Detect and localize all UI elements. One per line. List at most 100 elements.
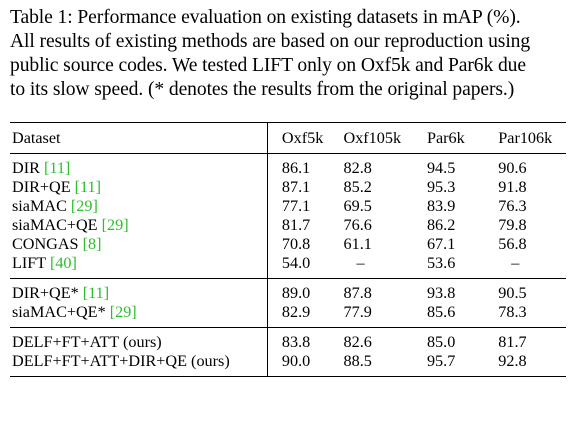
value-par106k: 76.3 [498, 197, 566, 216]
value-text: 77.9 [343, 303, 372, 321]
value-oxf5k: 86.1 [282, 159, 344, 178]
value-par6k: 85.0 [427, 333, 498, 352]
value-par6k: 83.9 [427, 197, 498, 216]
value-oxf5k: 89.0 [282, 284, 344, 303]
header-oxf5k: Oxf5k [281, 128, 324, 147]
column-separator [267, 352, 282, 371]
value-par106k: 78.3 [498, 303, 566, 322]
value-text: 86.2 [426, 216, 456, 234]
citation-link[interactable]: [8] [82, 235, 102, 253]
method-name: CONGAS [12, 235, 83, 253]
value-text: 81.7 [498, 333, 527, 351]
value-par106k: 92.8 [498, 352, 566, 371]
caption-line: Table 1: Performance evaluation on exist… [10, 7, 521, 28]
column-separator [267, 216, 282, 235]
value-oxf5k: 77.1 [282, 197, 344, 216]
method-name: DIR+QE [12, 178, 75, 196]
value-oxf105k: 76.6 [344, 216, 427, 235]
value-oxf105k: 77.9 [344, 303, 427, 322]
value-par6k: 53.6 [427, 254, 498, 273]
method-name: DELF+FT+ATT (ours) [12, 333, 162, 351]
value-par6k: 95.3 [427, 178, 498, 197]
value-par6k: 85.6 [427, 303, 498, 322]
group-spacer [10, 371, 566, 376]
value-text: 76.6 [343, 216, 372, 234]
value-text: 91.8 [498, 178, 527, 196]
column-separator [267, 254, 282, 273]
top-rule [10, 122, 566, 123]
column-separator [267, 303, 282, 322]
value-par6k: 67.1 [427, 235, 498, 254]
method-cell: siaMAC+QE* [29] [10, 303, 268, 322]
citation-link[interactable]: [11] [82, 284, 110, 302]
value-text: 89.0 [281, 284, 311, 302]
column-separator [267, 333, 282, 352]
table-row: CONGAS [8] 70.8 61.1 67.1 56.8 [10, 235, 566, 254]
method-name: LIFT [12, 254, 50, 272]
value-text: 76.3 [498, 197, 527, 215]
citation-link[interactable]: [29] [70, 197, 98, 215]
value-text: 83.8 [281, 333, 311, 351]
value-text: 83.9 [426, 197, 456, 215]
value-oxf105k: 69.5 [344, 197, 427, 216]
value-text: 82.9 [281, 303, 311, 321]
value-oxf5k: 90.0 [282, 352, 344, 371]
group-spacer [10, 154, 566, 159]
results-table: Dataset Oxf5k Oxf105k Par6k Par106k DIR … [10, 122, 566, 377]
group-rule [10, 327, 566, 328]
value-oxf5k: 54.0 [282, 254, 344, 273]
value-text: 95.7 [426, 352, 456, 370]
citation-link[interactable]: [11] [43, 159, 71, 177]
value-text: 87.1 [281, 178, 311, 196]
value-text: 70.8 [281, 235, 311, 253]
value-text: 90.5 [498, 284, 527, 302]
table-row: DIR+QE* [11] 89.0 87.8 93.8 90.5 [10, 284, 566, 303]
value-par106k: 56.8 [498, 235, 566, 254]
group-rule [10, 278, 566, 279]
column-separator [267, 284, 282, 303]
value-text: 90.0 [281, 352, 311, 370]
table-row: DELF+FT+ATT+DIR+QE (ours) 90.0 88.5 95.7 92.… [10, 352, 566, 371]
value-par106k: 90.5 [498, 284, 566, 303]
value-text: 67.1 [426, 235, 456, 253]
value-par106k: 90.6 [498, 159, 566, 178]
column-separator [267, 235, 282, 254]
citation-link[interactable]: [40] [49, 254, 77, 272]
method-cell: DELF+FT+ATT+DIR+QE (ours) [10, 352, 268, 371]
table-row: siaMAC+QE* [29] 82.9 77.9 85.6 78.3 [10, 303, 566, 322]
citation-link[interactable]: [29] [109, 303, 137, 321]
table-row: DELF+FT+ATT (ours) 83.8 82.6 85.0 81.7 [10, 333, 566, 352]
column-separator [267, 159, 282, 178]
table-row: siaMAC [29] 77.1 69.5 83.9 76.3 [10, 197, 566, 216]
table-body: Dataset Oxf5k Oxf105k Par6k Par106k DIR … [10, 122, 566, 377]
group-spacer [10, 322, 566, 328]
value-oxf105k: – [344, 254, 427, 273]
value-text: 87.8 [343, 284, 372, 302]
header-par6k: Par6k [426, 128, 465, 147]
citation-link[interactable]: [29] [101, 216, 129, 234]
value-text: 85.6 [426, 303, 456, 321]
value-text: 69.5 [343, 197, 372, 215]
table-row: siaMAC+QE [29] 81.7 76.6 86.2 79.8 [10, 216, 566, 235]
method-name: DIR [12, 159, 44, 177]
table-row: DIR+QE [11] 87.1 85.2 95.3 91.8 [10, 178, 566, 197]
value-oxf105k: 88.5 [344, 352, 427, 371]
value-oxf105k: 87.8 [344, 284, 427, 303]
method-cell: DELF+FT+ATT (ours) [10, 333, 268, 352]
value-text: – [356, 254, 365, 272]
method-cell: DIR+QE* [11] [10, 284, 268, 303]
value-text: – [511, 254, 520, 272]
citation-link[interactable]: [11] [74, 178, 102, 196]
value-oxf105k: 85.2 [344, 178, 427, 197]
value-par106k: – [498, 254, 566, 273]
column-separator [267, 178, 282, 197]
value-text: 77.1 [281, 197, 311, 215]
value-text: 82.8 [343, 159, 372, 177]
value-oxf105k: 82.8 [344, 159, 427, 178]
method-name: siaMAC [12, 197, 71, 215]
value-par6k: 94.5 [427, 159, 498, 178]
value-par106k: 91.8 [498, 178, 566, 197]
value-par6k: 86.2 [427, 216, 498, 235]
column-separator [267, 197, 282, 216]
